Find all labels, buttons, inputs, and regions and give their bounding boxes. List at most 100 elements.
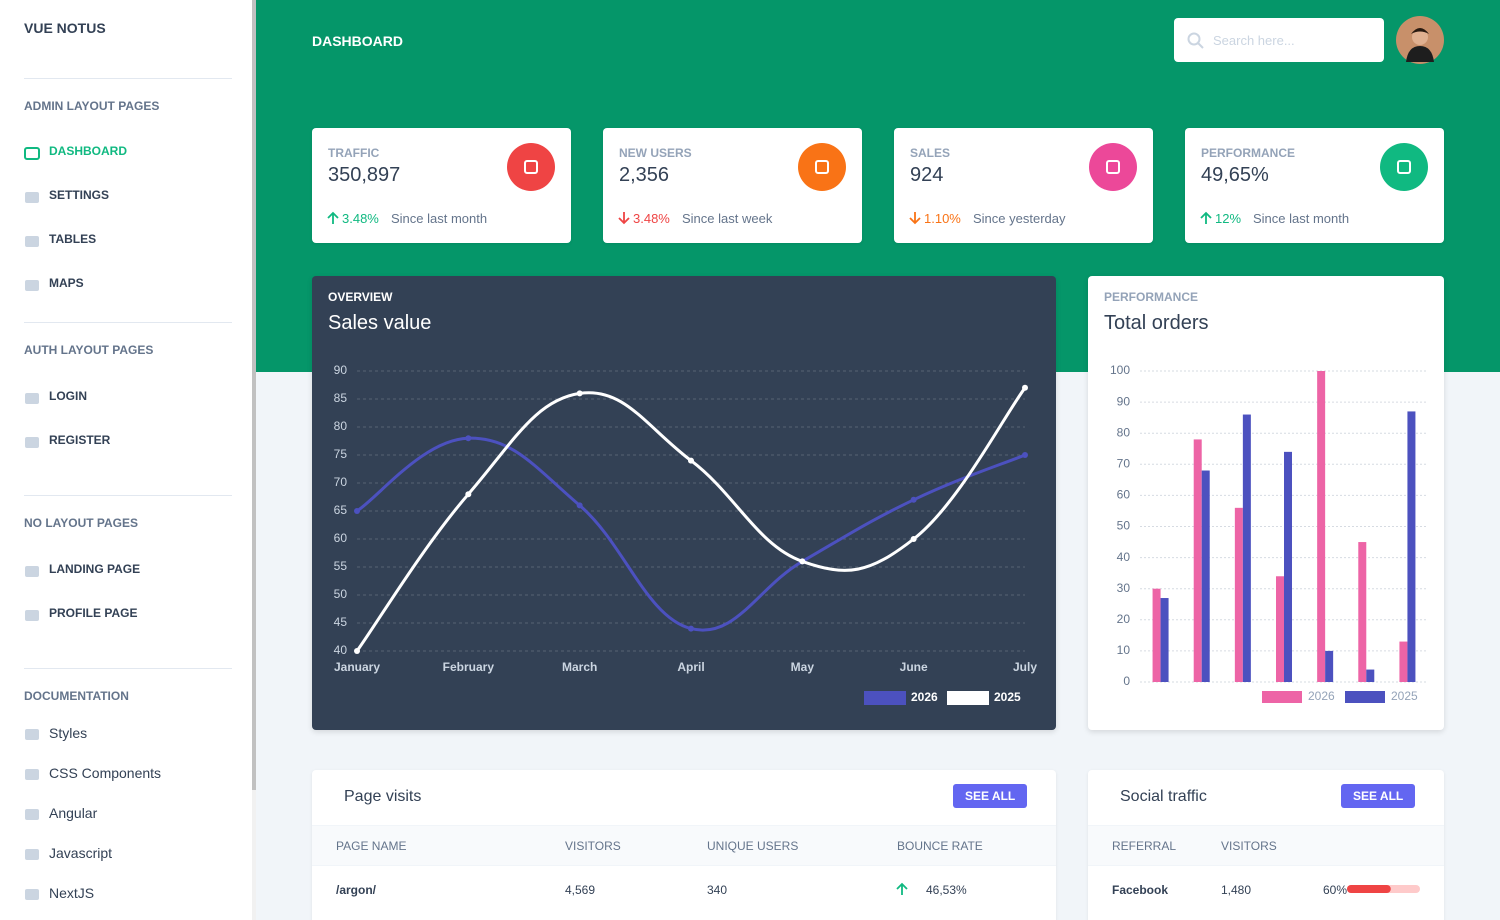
chart-title: Sales value: [328, 312, 432, 334]
stat-card: TRAFFIC 350,897 3.48% Since last month: [312, 128, 571, 243]
trend-arrow: [896, 882, 908, 895]
stat-label: SALES: [910, 146, 951, 160]
icon-circle: [1380, 143, 1428, 191]
stat-period: Since last week: [682, 211, 773, 226]
search-placeholder: Search here...: [1213, 33, 1295, 48]
progress-fill: [1347, 885, 1391, 893]
nav-icon: [25, 192, 39, 203]
stat-card: PERFORMANCE 49,65% 12% Since last month: [1185, 128, 1444, 243]
stat-value: 2,356: [619, 164, 670, 186]
nav-icon: [25, 437, 39, 448]
see-all-button[interactable]: SEE ALL: [1341, 784, 1416, 808]
icon-shape: [25, 192, 39, 203]
stat-period: Since last month: [1253, 211, 1350, 226]
column-header: VISITORS: [1221, 839, 1277, 853]
stat-icon: [507, 143, 555, 191]
column-header: UNIQUE USERS: [707, 839, 799, 853]
column-header: PAGE NAME: [336, 839, 407, 853]
nav-link[interactable]: NextJS: [49, 885, 95, 901]
nav-link[interactable]: MAPS: [49, 276, 84, 290]
divider: [24, 495, 232, 496]
avatar-figure: [1406, 46, 1434, 62]
search-box[interactable]: Search here...: [1174, 18, 1384, 62]
icon-shape: [25, 566, 39, 577]
nav-link[interactable]: PROFILE PAGE: [49, 606, 138, 620]
stat-change: 3.48%: [633, 211, 670, 226]
stat-value: 924: [910, 164, 944, 186]
nav-link[interactable]: Styles: [49, 725, 88, 741]
icon-shape: [25, 437, 39, 448]
icon-shape: [25, 809, 39, 820]
arrow: [909, 212, 921, 225]
lens: [1187, 32, 1201, 46]
cell: 60%: [1323, 883, 1348, 897]
nav-link[interactable]: REGISTER: [49, 433, 111, 447]
arrow: [896, 882, 908, 895]
brand[interactable]: VUE NOTUS: [24, 20, 106, 36]
nav-icon: [25, 236, 39, 247]
section-heading: DOCUMENTATION: [24, 689, 129, 703]
stat-period: Since last month: [391, 211, 488, 226]
stat-value: 350,897: [328, 164, 401, 186]
icon-shape: [25, 280, 39, 291]
nav-link[interactable]: LANDING PAGE: [49, 562, 141, 576]
chart-card: PERFORMANCE Total orders: [1088, 276, 1444, 730]
handle: [1197, 42, 1204, 49]
icon-glyph: [524, 160, 538, 174]
nav-link[interactable]: CSS Components: [49, 765, 162, 781]
icon-shape: [25, 610, 39, 621]
table-header: [312, 825, 1056, 866]
nav-icon: [25, 280, 39, 291]
stat-icon: [1380, 143, 1428, 191]
stat-change: 3.48%: [342, 211, 379, 226]
trend-arrow: [327, 211, 339, 224]
nav-link[interactable]: DASHBOARD: [49, 144, 127, 158]
progress: [1347, 885, 1420, 893]
nav-link[interactable]: Angular: [49, 805, 98, 821]
trend-arrow: [618, 212, 630, 225]
stat-change: 12%: [1215, 211, 1242, 226]
nav-link[interactable]: Javascript: [49, 845, 113, 861]
icon-shape: [25, 889, 39, 900]
chart-card: OVERVIEW Sales value: [312, 276, 1056, 730]
icon-shape: [25, 729, 39, 740]
divider: [24, 668, 232, 669]
divider: [24, 78, 232, 79]
nav-icon: [25, 849, 39, 860]
nav-icon: [25, 769, 39, 780]
table-card: Page visits SEE ALL PAGE NAME VISITORS UNIQU…: [312, 770, 1056, 920]
nav-icon: [24, 147, 40, 160]
trend-arrow: [1200, 211, 1212, 224]
sidebar: VUE NOTUS ADMIN LAYOUT PAGES DASHBOARD SETT…: [0, 0, 252, 920]
avatar-head: [1412, 29, 1428, 45]
nav-icon: [25, 889, 39, 900]
avatar-hair: [1411, 28, 1429, 34]
page-title[interactable]: DASHBOARD: [312, 33, 403, 49]
scrollbar-thumb: [252, 0, 256, 790]
cell: Facebook: [1112, 883, 1169, 897]
search-icon: [1187, 32, 1204, 49]
section-heading: AUTH LAYOUT PAGES: [24, 343, 154, 357]
avatar[interactable]: [1396, 16, 1444, 64]
table-card: Social traffic SEE ALL REFERRAL VISITORS Fac…: [1088, 770, 1444, 920]
cell: /argon/: [336, 883, 377, 897]
chart-subtitle: PERFORMANCE: [1104, 290, 1199, 304]
table-title: Page visits: [344, 788, 422, 805]
nav-icon: [25, 566, 39, 577]
icon-glyph: [1106, 160, 1120, 174]
icon-circle: [507, 143, 555, 191]
trend-arrow: [909, 212, 921, 225]
nav-icon: [25, 809, 39, 820]
stat-label: NEW USERS: [619, 146, 692, 160]
cell: 4,569: [565, 883, 596, 897]
nav-link[interactable]: TABLES: [49, 232, 97, 246]
icon-shape: [25, 849, 39, 860]
nav-link[interactable]: SETTINGS: [49, 188, 110, 202]
column-header: REFERRAL: [1112, 839, 1177, 853]
nav-link[interactable]: LOGIN: [49, 389, 87, 403]
arrow: [1200, 211, 1212, 224]
stat-period: Since yesterday: [973, 211, 1066, 226]
see-all-button[interactable]: SEE ALL: [953, 784, 1028, 808]
nav-icon: [25, 729, 39, 740]
stat-value: 49,65%: [1201, 164, 1269, 186]
